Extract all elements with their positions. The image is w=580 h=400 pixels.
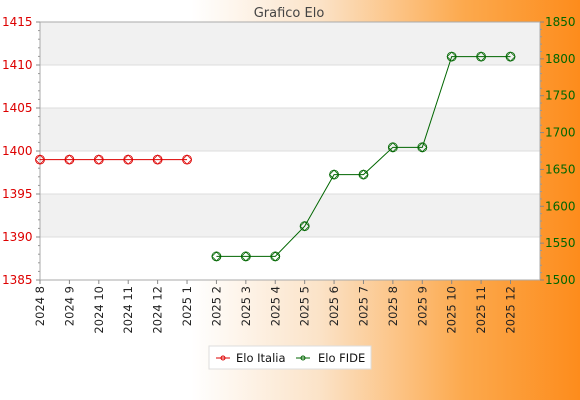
data-point [182, 154, 192, 165]
grid-band [40, 22, 540, 65]
right-tick-label: 1550 [545, 236, 576, 250]
data-point [211, 251, 222, 262]
legend-marker [300, 355, 306, 361]
left-tick-label: 1415 [2, 15, 33, 29]
series-line [216, 56, 511, 257]
left-tick-label: 1390 [2, 230, 33, 244]
x-tick-label: 2025 12 [504, 286, 518, 334]
x-tick-label: 2025 4 [268, 286, 282, 326]
grid-bands [40, 22, 540, 280]
right-tick-label: 1800 [545, 52, 576, 66]
x-tick-label: 2025 2 [209, 286, 223, 326]
x-tick-label: 2024 9 [62, 286, 76, 326]
gridlines [40, 64, 540, 238]
right-tick-label: 1650 [545, 162, 576, 176]
data-point [358, 169, 369, 180]
grid-band [40, 237, 540, 280]
legend-label: Elo Italia [236, 351, 286, 365]
data-point [417, 142, 428, 153]
data-point [505, 51, 516, 62]
right-tick-label: 1700 [545, 126, 576, 140]
legend: Elo Italia Elo FIDE [208, 345, 372, 370]
data-point [152, 154, 163, 165]
x-tick-label: 2024 10 [92, 286, 106, 334]
x-tick-label: 2025 8 [386, 286, 400, 326]
x-tick-label: 2025 7 [356, 286, 370, 326]
data-point [476, 51, 486, 62]
left-tick-label: 1385 [2, 273, 33, 287]
right-tick-label: 1750 [545, 89, 576, 103]
x-tick-label: 2025 1 [180, 286, 194, 326]
x-tick-label: 2024 11 [121, 286, 135, 334]
x-tick-label: 2025 10 [445, 286, 459, 334]
data-point [240, 251, 251, 262]
data-point [446, 51, 457, 62]
right-axis: 1500 1550 1600 1650 1700 1750 1800 1850 [540, 15, 576, 287]
data-point [387, 142, 398, 153]
chart-title: Grafico Elo [254, 6, 325, 21]
left-tick-label: 1405 [2, 101, 33, 115]
left-axis: 1385 1390 1395 1400 1405 1410 1415 [2, 15, 40, 287]
right-tick-label: 1600 [545, 199, 576, 213]
data-point [35, 154, 45, 165]
x-tick-label: 2024 12 [151, 286, 165, 334]
right-tick-label: 1500 [545, 273, 576, 287]
data-point [329, 169, 339, 180]
right-tick-label: 1850 [545, 15, 576, 29]
x-tick-label: 2024 8 [33, 286, 47, 326]
left-tick-label: 1395 [2, 187, 33, 201]
legend-label: Elo FIDE [318, 351, 365, 365]
data-point [123, 154, 134, 165]
left-tick-label: 1410 [2, 58, 33, 72]
data-point [64, 154, 75, 165]
x-tick-label: 2025 6 [327, 286, 341, 326]
grid-band [40, 194, 540, 237]
series-layer [34, 51, 516, 262]
x-tick-label: 2025 3 [239, 286, 253, 326]
data-point [299, 221, 310, 232]
x-tick-label: 2025 9 [415, 286, 429, 326]
grid-band [40, 65, 540, 108]
legend-box [208, 345, 372, 370]
x-tick-label: 2025 11 [474, 286, 488, 334]
grid-band [40, 108, 540, 151]
left-tick-label: 1400 [2, 144, 33, 158]
data-point [93, 154, 104, 165]
grid-band [40, 151, 540, 194]
x-tick-label: 2025 5 [298, 286, 312, 326]
legend-marker [220, 355, 226, 361]
data-point [270, 251, 281, 262]
